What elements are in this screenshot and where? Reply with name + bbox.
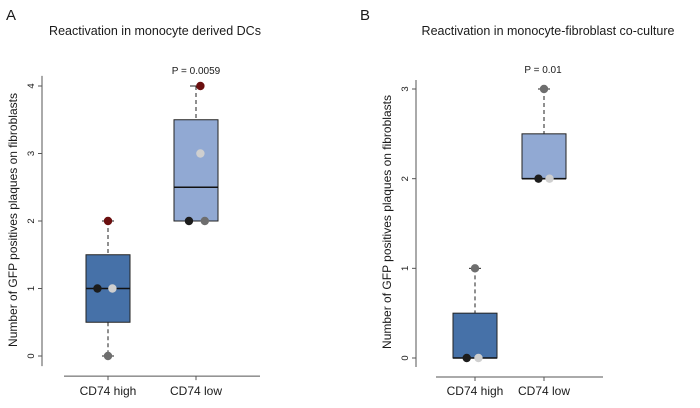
y-axis-label-b: Number of GFP positives plaques on fibro… [380,95,394,349]
p-value-b: P = 0.01 [524,65,562,76]
box-body [173,119,219,222]
panel-letter-a: A [6,7,16,24]
y-tick-label: 0 [26,353,37,358]
p-value-a: P = 0.0059 [172,66,221,77]
x-tick-label: CD74 high [447,384,504,398]
box-body [521,133,567,180]
y-tick-label: 3 [26,151,37,156]
y-tick-label: 3 [400,86,411,91]
data-point [462,353,471,363]
data-point [474,353,483,363]
y-tick-label: 0 [400,355,411,360]
y-tick-label: 1 [26,286,37,291]
data-point [545,174,554,183]
panel-b-plot: 0 1 2 3 CD74 high CD74 low [400,80,603,398]
box-body [452,312,498,359]
y-tick-label: 2 [26,218,37,223]
data-point [93,284,102,293]
data-point [108,284,117,293]
data-point [534,174,543,183]
chart-title-b: Reactivation in monocyte-fibroblast co-c… [422,24,675,38]
data-point [103,351,113,361]
x-tick-label: CD74 low [170,384,222,398]
data-point [196,149,205,158]
x-tick-label: CD74 high [80,384,137,398]
panel-a-plot: 0 1 2 3 4 CD74 high CD74 low [26,75,260,398]
data-point [470,264,480,273]
data-point [184,216,194,226]
y-tick-label: 1 [400,266,411,271]
x-tick-label: CD74 low [518,384,570,398]
data-point [200,216,209,226]
data-point [103,216,113,226]
panel-letter-b: B [360,7,370,24]
y-axis-label-a: Number of GFP positives plaques on fibro… [6,93,20,347]
y-tick-label: 4 [26,83,37,88]
data-point [196,81,205,91]
chart-title-a: Reactivation in monocyte derived DCs [49,24,261,38]
data-point [539,84,549,94]
y-tick-label: 2 [400,176,411,181]
